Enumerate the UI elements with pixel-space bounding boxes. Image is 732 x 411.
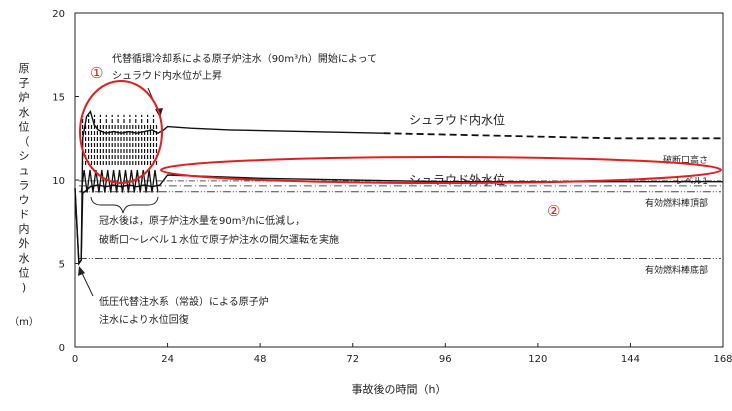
- axis-ticks: 0 24 48 72 96 120 144 168 0 5 10 15 20: [52, 9, 732, 365]
- y-axis-label-char: 水: [19, 252, 30, 265]
- ref-label-level1: レベル1: [675, 177, 708, 187]
- x-axis-label: 事故後の時間（h）: [352, 382, 447, 396]
- y-tick-label: 0: [59, 343, 65, 354]
- y-axis-unit: （m）: [9, 316, 39, 328]
- marker-1: ①: [90, 64, 103, 82]
- x-tick-label: 168: [713, 354, 732, 365]
- series-label-outer: シュラウド外水位: [409, 172, 505, 187]
- y-axis-label-char: ド: [19, 208, 30, 221]
- y-tick-label: 15: [52, 93, 65, 104]
- ref-label-fuel-bottom: 有効燃料棒底部: [645, 264, 708, 276]
- y-axis-label-char: 炉: [19, 91, 30, 104]
- y-axis-label-char: ): [22, 281, 26, 294]
- y-axis-label-char: ウ: [19, 193, 30, 206]
- annotation-lowpress-arrow: [80, 270, 94, 297]
- x-tick-label: 0: [72, 354, 78, 365]
- oscillation-brace: [90, 196, 159, 214]
- annotation-flood-line1: 冠水後は，原子炉注水量を90m³/hに低減し，: [99, 214, 305, 227]
- oscillation-outer-zigzag: [80, 169, 159, 193]
- y-axis-label-char: ュ: [19, 164, 30, 177]
- series-line-inner-tail: [383, 132, 723, 140]
- y-tick-label: 20: [52, 9, 65, 20]
- x-tick-label: 48: [254, 354, 267, 365]
- y-axis-label-char: 原: [19, 62, 30, 75]
- x-tick-label: 144: [621, 354, 640, 365]
- annotation-lowpress-arrowhead: [78, 266, 85, 276]
- y-tick-label: 10: [52, 176, 65, 187]
- ref-label-fuel-top: 有効燃料棒頂部: [645, 197, 708, 209]
- annotation-flood-line2: 破断口～レベル１水位で原子炉注水の間欠運転を実施: [99, 233, 339, 246]
- y-axis-label-char: 位: [19, 265, 30, 279]
- series-label-inner: シュラウド内水位: [409, 112, 505, 127]
- marker-2: ②: [547, 202, 560, 220]
- y-axis-label-char: 水: [19, 106, 30, 119]
- highlight-ellipse-2: [160, 156, 722, 184]
- annotation-lowpress-line2: 注水により水位回復: [99, 313, 189, 326]
- annotation-lowpress-line1: 低圧代替注水系（常設）による原子炉: [99, 295, 269, 308]
- y-axis-label-char: （: [19, 135, 30, 148]
- y-axis-label-char: ラ: [19, 179, 30, 192]
- y-axis-label-char: シ: [19, 150, 30, 163]
- y-axis-label-char: 位: [19, 119, 30, 133]
- y-axis-label-char: 外: [19, 237, 30, 250]
- highlight-ellipse-1: [79, 80, 163, 184]
- y-axis-label-char: 子: [19, 77, 30, 90]
- x-tick-label: 96: [439, 354, 452, 365]
- y-tick-label: 5: [59, 260, 65, 271]
- annotation-replace-line1: 代替循環冷却系による原子炉注水（90m³/h）開始によって: [112, 52, 377, 65]
- oscillation-inner-fluctuation: [82, 114, 158, 165]
- annotation-replace-line2: シュラウド内水位が上昇: [112, 69, 222, 82]
- series-line-inner: [74, 109, 384, 266]
- x-tick-label: 72: [346, 354, 359, 365]
- x-tick-label: 120: [528, 354, 547, 365]
- y-axis-label-char: 内: [19, 222, 30, 236]
- x-tick-label: 24: [161, 354, 174, 365]
